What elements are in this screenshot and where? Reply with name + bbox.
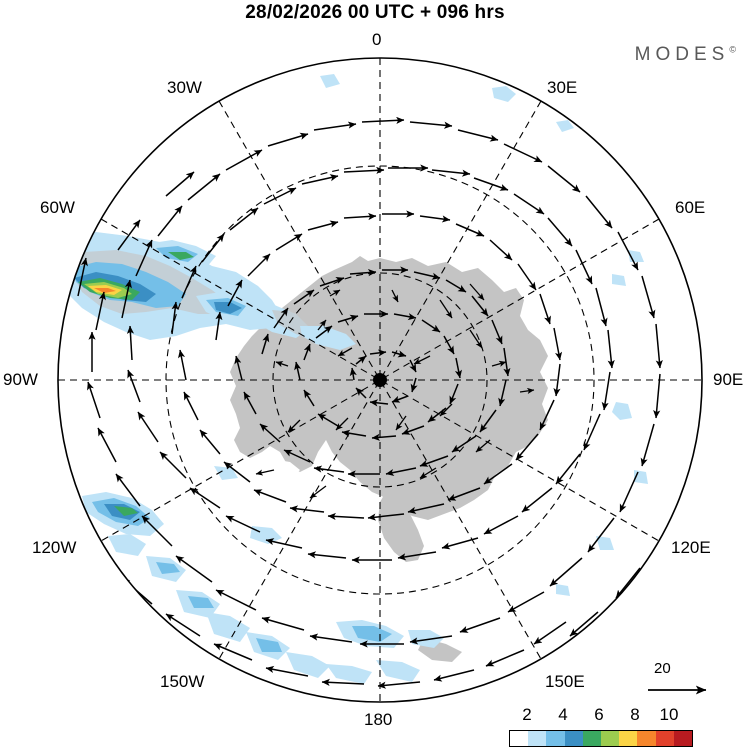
map-outer-circle xyxy=(57,57,703,703)
lon-label-90w: 90W xyxy=(3,370,38,389)
colorbar-tick-2: 2 xyxy=(522,705,532,724)
lon-label-60w: 60W xyxy=(40,198,75,217)
precipitation-colorbar[interactable] xyxy=(509,730,693,747)
lon-label-150w: 150W xyxy=(160,672,205,691)
colorbar-segment-3 xyxy=(564,731,583,746)
lon-label-60e: 60E xyxy=(675,198,706,217)
lon-label-180: 180 xyxy=(364,710,393,729)
modes-logo: MODES© xyxy=(635,44,736,66)
lon-label-120e: 120E xyxy=(671,538,711,557)
colorbar-segment-7 xyxy=(637,731,656,746)
reference-wind-arrow-icon xyxy=(648,685,707,695)
colorbar-segment-8 xyxy=(655,731,674,746)
colorbar-tick-4: 4 xyxy=(558,705,568,724)
colorbar-segment-1 xyxy=(528,731,547,746)
graticule-parallels xyxy=(165,165,595,595)
colorbar-segment-4 xyxy=(582,731,602,746)
colorbar-segment-6 xyxy=(619,731,638,746)
south-pole-marker xyxy=(373,373,387,387)
lon-label-120w: 120W xyxy=(32,538,77,557)
wind-reference-value: 20 xyxy=(654,660,671,677)
colorbar-tick-8: 8 xyxy=(630,705,640,724)
lon-label-30e: 30E xyxy=(547,78,578,97)
lon-label-0: 0 xyxy=(372,30,382,49)
colorbar-tick-10: 10 xyxy=(659,705,679,724)
copyright-mark: © xyxy=(729,44,736,55)
wind-reference-vector-legend: 20 xyxy=(646,660,726,702)
lon-label-30w: 30W xyxy=(167,78,202,97)
page-title: 28/02/2026 00 UTC + 096 hrs xyxy=(245,2,505,23)
wind-vector-field-interior xyxy=(255,283,535,499)
logo-text: MODES xyxy=(634,44,730,65)
colorbar-segment-5 xyxy=(601,731,620,746)
precipitation-shading xyxy=(58,74,648,684)
colorbar-segment-9 xyxy=(673,731,693,746)
colorbar-tick-6: 6 xyxy=(594,705,604,724)
colorbar-segment-2 xyxy=(546,731,565,746)
lon-label-150e: 150E xyxy=(545,672,585,691)
lon-label-90e: 90E xyxy=(713,370,744,389)
colorbar-segment-0 xyxy=(510,731,529,746)
